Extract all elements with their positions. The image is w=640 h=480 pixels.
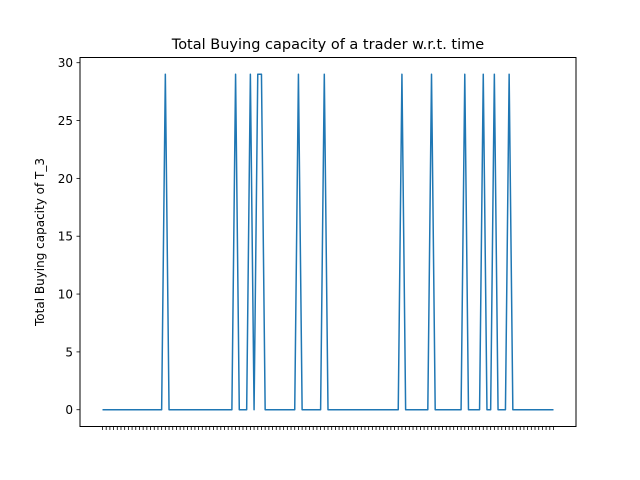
chart-title: Total Buying capacity of a trader w.r.t.…: [171, 37, 484, 53]
y-axis-label: Total Buying capacity of T_3: [33, 158, 47, 327]
plot-area: [102, 73, 554, 411]
y-axis-ticks: 0 5 10 15 20 25 30: [58, 56, 80, 417]
y-tick-label: 5: [65, 345, 73, 359]
y-tick-label: 25: [58, 114, 73, 128]
y-tick-label: 10: [58, 288, 73, 302]
y-tick-label: 15: [58, 230, 73, 244]
y-tick-label: 20: [58, 172, 73, 186]
y-axis-label-group: Total Buying capacity of T_3: [33, 158, 47, 327]
y-tick-label: 0: [65, 403, 73, 417]
axes-frame: [79, 57, 577, 427]
x-axis-ticks: [102, 426, 554, 430]
series-line: [102, 73, 554, 411]
y-tick-label: 30: [58, 56, 73, 70]
